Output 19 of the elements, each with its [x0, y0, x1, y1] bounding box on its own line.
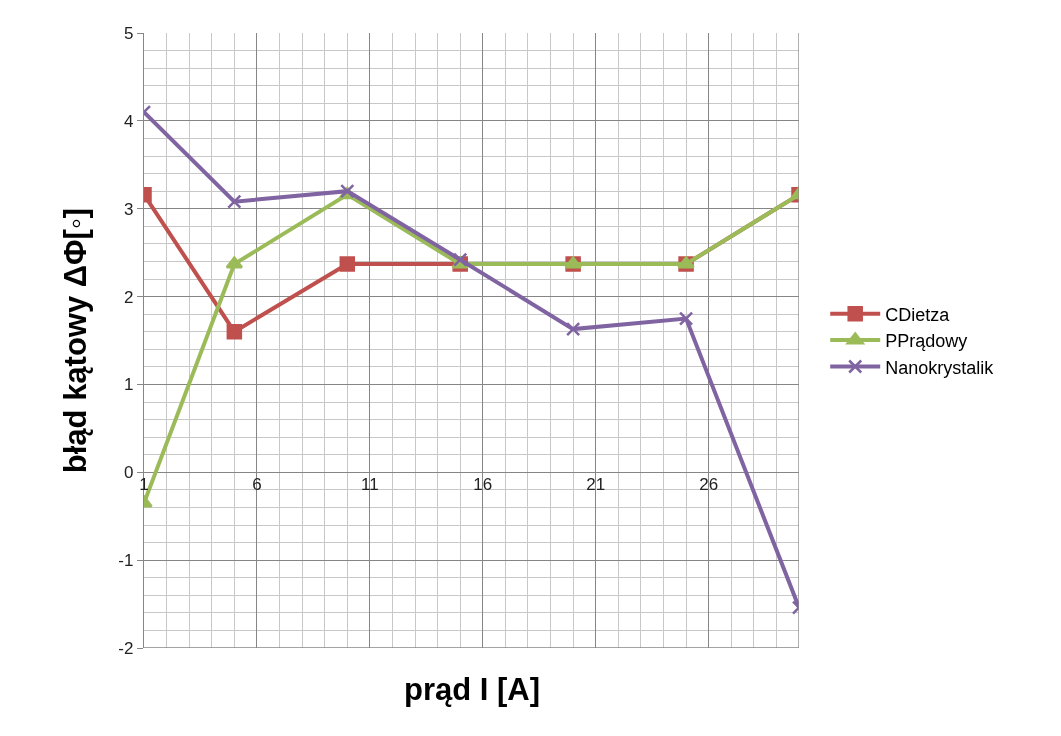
y-tick-label: 4 [123, 111, 134, 131]
y-tick-label: 1 [123, 375, 134, 395]
x-tick-label: 16 [473, 475, 493, 495]
y-tick-label: -1 [118, 551, 134, 571]
legend-label: CDietza [885, 304, 951, 325]
y-tick-label: -2 [118, 638, 134, 658]
x-tick-label: 21 [586, 475, 606, 495]
legend-label: PPrądowy [885, 331, 968, 352]
y-tick-label: 5 [123, 23, 134, 43]
y-axis-title: błąd kątowy ΔΦ[◦] [57, 207, 93, 474]
y-tick-label: 3 [123, 199, 134, 219]
legend-label: Nanokrystalik [885, 357, 995, 378]
x-tick-label: 26 [699, 475, 719, 495]
y-tick-label: 2 [123, 287, 134, 307]
x-tick-label: 6 [252, 475, 262, 495]
x-axis-title: prąd I [A] [404, 672, 541, 707]
y-tick-label: 0 [123, 463, 134, 483]
x-tick-label: 11 [361, 475, 379, 495]
x-tick-label: 1 [139, 475, 149, 495]
